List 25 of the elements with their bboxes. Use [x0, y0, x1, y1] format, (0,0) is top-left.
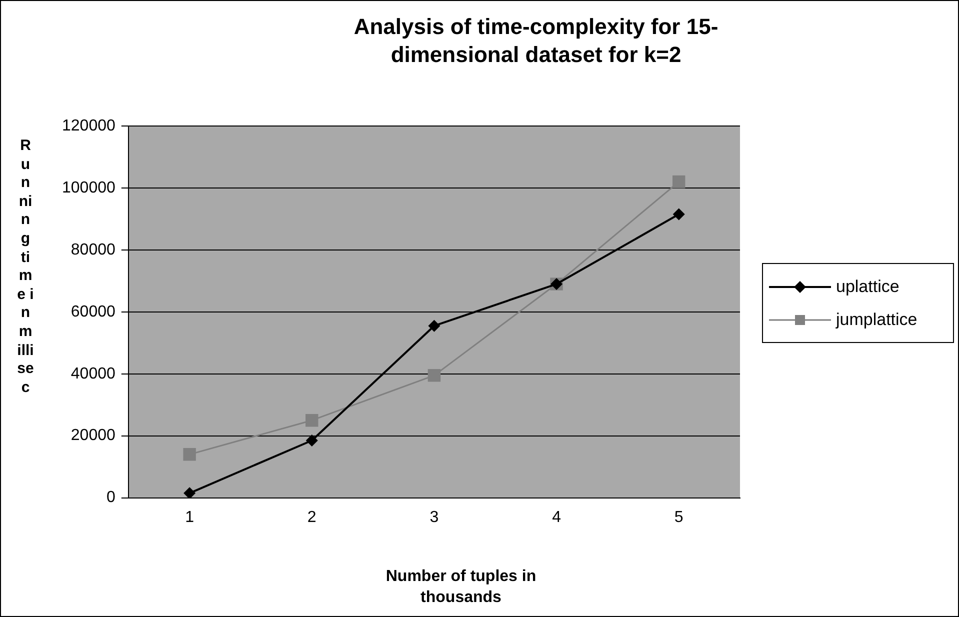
- y-tick-label: 120000: [62, 117, 116, 134]
- y-tick-label: 60000: [70, 303, 116, 320]
- point: [184, 487, 196, 498]
- y-tick-label: 20000: [70, 427, 116, 444]
- x-tick-label: 5: [674, 508, 684, 526]
- point: [428, 369, 441, 382]
- y-tick-label: 40000: [70, 365, 116, 382]
- x-tick-label: 1: [185, 508, 194, 526]
- point: [672, 208, 685, 220]
- chart-title: Analysis of time-complexity for 15-dimensional dataset for k=2: [352, 13, 720, 69]
- y-tick-label: 0: [106, 489, 116, 506]
- text: Running time in millisec: [17, 137, 34, 396]
- legend-label: jumplattice: [836, 310, 918, 330]
- x-axis-title: Number of tuples in thousands: [384, 567, 538, 608]
- x-tick-label: 3: [430, 508, 439, 526]
- point: [306, 434, 318, 446]
- y-tick-label: 80000: [70, 241, 116, 258]
- y-tick-label: 100000: [62, 179, 116, 196]
- point: [672, 175, 686, 188]
- point: [183, 448, 196, 461]
- point: [428, 320, 440, 332]
- legend-label: uplattice: [836, 276, 900, 296]
- x-tick-label: 4: [552, 508, 562, 526]
- x-tick-label: 2: [307, 508, 316, 526]
- point: [306, 414, 318, 427]
